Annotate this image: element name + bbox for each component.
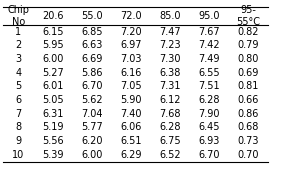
Text: 7.42: 7.42 [198,40,220,50]
Text: 0.79: 0.79 [237,40,259,50]
Text: 7.40: 7.40 [121,109,142,119]
Text: 7.51: 7.51 [198,81,220,91]
Text: 6.20: 6.20 [82,136,103,146]
Text: 85.0: 85.0 [160,11,181,21]
Text: 6.69: 6.69 [82,54,103,64]
Text: 0.66: 0.66 [237,95,259,105]
Text: 20.6: 20.6 [43,11,64,21]
Text: 6.52: 6.52 [159,150,181,160]
Text: 6.51: 6.51 [121,136,142,146]
Text: 6.06: 6.06 [121,122,142,132]
Text: 6.85: 6.85 [82,27,103,37]
Text: 0.68: 0.68 [237,122,259,132]
Text: 5.77: 5.77 [81,122,103,132]
Text: 0.86: 0.86 [237,109,259,119]
Text: 7.04: 7.04 [82,109,103,119]
Text: 5.62: 5.62 [81,95,103,105]
Text: 5.19: 5.19 [43,122,64,132]
Text: Chip
No: Chip No [7,5,30,27]
Text: 5.95: 5.95 [42,40,64,50]
Text: 6.93: 6.93 [199,136,220,146]
Text: 72.0: 72.0 [120,11,142,21]
Text: 5.39: 5.39 [43,150,64,160]
Text: 5: 5 [15,81,22,91]
Text: 0.70: 0.70 [237,150,259,160]
Text: 6.38: 6.38 [160,68,181,78]
Text: 7.49: 7.49 [199,54,220,64]
Text: 6.29: 6.29 [121,150,142,160]
Text: 1: 1 [15,27,22,37]
Text: 8: 8 [15,122,22,132]
Text: 6.45: 6.45 [199,122,220,132]
Text: 7: 7 [15,109,22,119]
Text: 5.27: 5.27 [42,68,64,78]
Text: 2: 2 [15,40,22,50]
Text: 10: 10 [12,150,24,160]
Text: 7.20: 7.20 [120,27,142,37]
Text: 0.80: 0.80 [237,54,259,64]
Text: 0.69: 0.69 [237,68,259,78]
Text: 3: 3 [15,54,22,64]
Text: 95-
55°C: 95- 55°C [236,5,260,27]
Text: 4: 4 [15,68,22,78]
Text: 5.90: 5.90 [121,95,142,105]
Text: 6.15: 6.15 [43,27,64,37]
Text: 6.16: 6.16 [121,68,142,78]
Text: 6.55: 6.55 [198,68,220,78]
Text: 7.67: 7.67 [198,27,220,37]
Text: 6: 6 [15,95,22,105]
Text: 6.00: 6.00 [43,54,64,64]
Text: 6.28: 6.28 [160,122,181,132]
Text: 7.03: 7.03 [121,54,142,64]
Text: 7.47: 7.47 [159,27,181,37]
Text: 0.73: 0.73 [237,136,259,146]
Text: 95.0: 95.0 [199,11,220,21]
Text: 7.30: 7.30 [160,54,181,64]
Text: 7.05: 7.05 [120,81,142,91]
Text: 5.86: 5.86 [82,68,103,78]
Text: 9: 9 [15,136,22,146]
Text: 6.01: 6.01 [43,81,64,91]
Text: 7.23: 7.23 [159,40,181,50]
Text: 6.75: 6.75 [159,136,181,146]
Text: 55.0: 55.0 [81,11,103,21]
Text: 6.28: 6.28 [199,95,220,105]
Text: 0.81: 0.81 [237,81,259,91]
Text: 5.05: 5.05 [42,95,64,105]
Text: 6.97: 6.97 [121,40,142,50]
Text: 7.31: 7.31 [160,81,181,91]
Text: 0.82: 0.82 [237,27,259,37]
Text: 6.63: 6.63 [82,40,103,50]
Text: 6.31: 6.31 [43,109,64,119]
Text: 6.00: 6.00 [82,150,103,160]
Text: 6.70: 6.70 [82,81,103,91]
Text: 6.12: 6.12 [160,95,181,105]
Text: 7.68: 7.68 [160,109,181,119]
Text: 6.70: 6.70 [199,150,220,160]
Text: 5.56: 5.56 [42,136,64,146]
Text: 7.90: 7.90 [199,109,220,119]
